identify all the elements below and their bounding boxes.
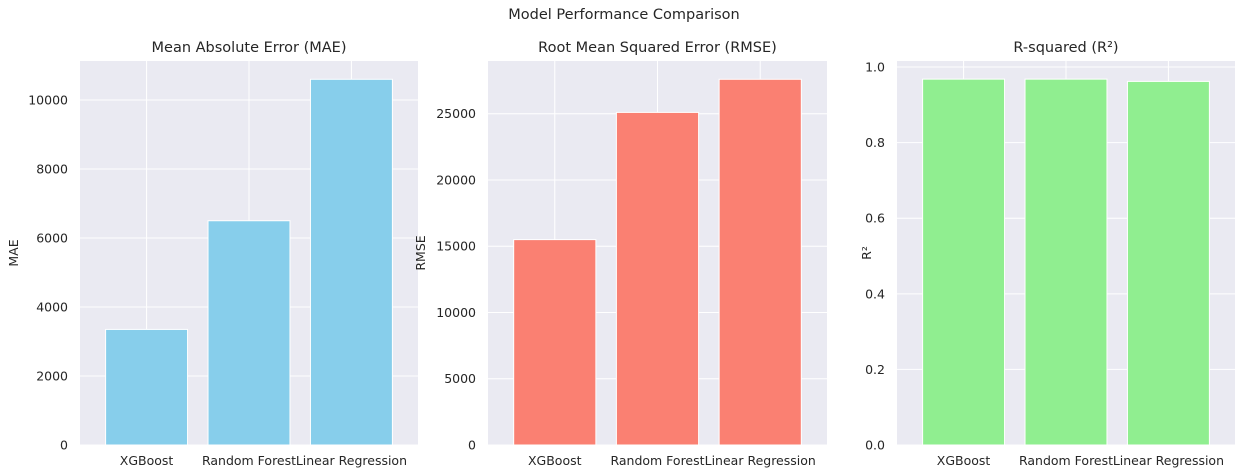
y-tick-label: 25000 [436, 106, 476, 121]
y-tick-label: 0.0 [865, 438, 885, 453]
y-tick-label: 6000 [36, 230, 68, 245]
y-axis-label: MAE [6, 239, 21, 266]
x-tick-label: Random Forest [1019, 453, 1113, 468]
y-tick-label: 0.4 [865, 286, 885, 301]
bar-random-forest [207, 220, 291, 446]
x-tick-label: Random Forest [202, 453, 296, 468]
chart-panel-1: 0 2000 4000 6000 8000 10000 XGBoost Random Fore… [6, 40, 418, 468]
y-tick-label: 1.0 [865, 60, 885, 75]
chart-title: Root Mean Squared Error (RMSE) [538, 40, 777, 56]
bar-xgboost [922, 78, 1006, 446]
x-tick-label: Linear Regression [296, 453, 407, 468]
figure-suptitle: Model Performance Comparison [508, 7, 740, 23]
x-tick-label: Linear Regression [705, 453, 816, 468]
bar-xgboost [513, 239, 597, 446]
x-tick-label: Random Forest [610, 453, 704, 468]
y-tick-label: 8000 [36, 161, 68, 176]
x-tick-label: Linear Regression [1113, 453, 1224, 468]
bar-linear-regression [309, 78, 393, 446]
chart-panel-2: 0 5000 10000 15000 20000 25000 XGBoost Random F… [413, 40, 827, 468]
y-tick-label: 5000 [444, 371, 476, 386]
bar-random-forest [1024, 78, 1108, 446]
y-axis-label: R² [859, 246, 874, 260]
y-tick-label: 10000 [28, 92, 68, 107]
bar-random-forest [615, 111, 700, 446]
y-tick-label: 0 [60, 438, 68, 453]
y-tick-label: 2000 [36, 368, 68, 383]
y-tick-label: 4000 [36, 299, 68, 314]
chart-panel-3: 0.0 0.2 0.4 0.6 0.8 1.0 XGBoost Random Forest Li… [859, 40, 1235, 468]
bar-linear-regression [1126, 80, 1210, 446]
y-tick-label: 15000 [436, 239, 476, 254]
chart-title: R-squared (R²) [1013, 40, 1118, 56]
y-tick-label: 10000 [436, 305, 476, 320]
y-tick-label: 0.2 [865, 362, 885, 377]
x-tick-label: XGBoost [120, 453, 174, 468]
bar-linear-regression [718, 78, 802, 446]
y-axis-label: RMSE [413, 235, 428, 270]
y-tick-label: 0.8 [865, 135, 885, 150]
x-tick-label: XGBoost [937, 453, 991, 468]
y-tick-label: 20000 [436, 172, 476, 187]
y-tick-label: 0.6 [865, 211, 885, 226]
y-tick-label: 0 [468, 438, 476, 453]
chart-title: Mean Absolute Error (MAE) [152, 40, 347, 56]
x-tick-label: XGBoost [528, 453, 582, 468]
bar-xgboost [105, 328, 189, 446]
